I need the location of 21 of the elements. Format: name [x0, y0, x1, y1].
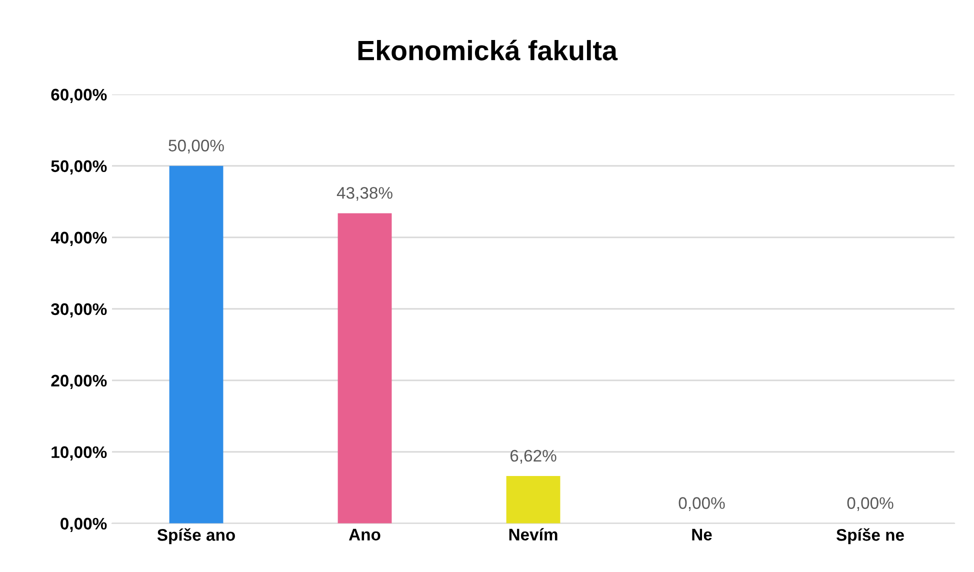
data-label: 43,38%: [336, 187, 392, 201]
chart-title: Ekonomická fakulta: [358, 40, 618, 60]
x-tick-label: Spíše ano: [157, 528, 235, 544]
y-tick-label: 50,00%: [51, 160, 107, 174]
x-tick-label: Spíše ne: [836, 528, 904, 544]
y-tick-label: 40,00%: [50, 232, 107, 246]
data-label: 50,00%: [168, 140, 224, 154]
x-tick-label: Ano: [348, 528, 380, 540]
bar: [169, 166, 224, 524]
x-tick-label: Ne: [692, 528, 712, 540]
data-label: 0,00%: [847, 497, 894, 511]
bar: [506, 476, 560, 524]
y-tick-label: 20,00%: [51, 374, 107, 389]
y-tick-label: 10,00%: [52, 446, 107, 460]
y-tick-label: 60,00%: [51, 88, 107, 103]
data-label: 0,00%: [678, 497, 725, 511]
y-tick-label: 30,00%: [51, 303, 107, 318]
x-tick-label: Nevím: [509, 528, 558, 540]
bar: [338, 213, 392, 524]
data-label: 6,62%: [510, 450, 556, 464]
y-tick-label: 0,00%: [60, 518, 107, 532]
